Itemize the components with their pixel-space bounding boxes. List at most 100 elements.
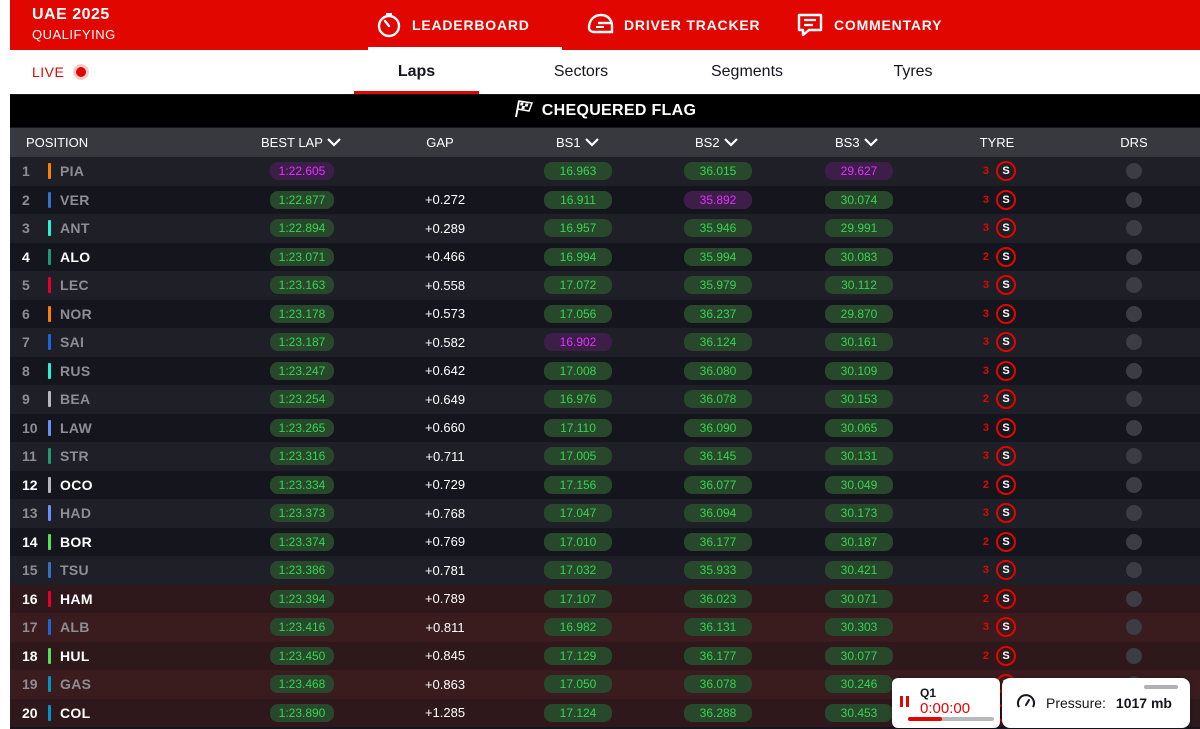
driver-code[interactable]: ALB (60, 619, 90, 636)
tyre-compound: S (996, 474, 1016, 495)
drs-indicator (1126, 499, 1142, 528)
table-row[interactable]: 6 NOR 1:23.178 +0.573 17.056 36.237 29.870 3 S (10, 299, 1200, 329)
nav-commentary-label: COMMENTARY (834, 17, 943, 33)
track-status-banner: CHEQUERED FLAG (10, 95, 1200, 127)
bs3-time: 30.153 (825, 390, 893, 409)
driver-code[interactable]: VER (60, 191, 90, 208)
drs-indicator (1126, 585, 1142, 614)
gap-to-leader: +0.649 (424, 391, 466, 407)
driver-code[interactable]: GAS (60, 676, 92, 693)
drag-handle-icon[interactable] (1144, 685, 1178, 689)
driver-code[interactable]: ANT (60, 220, 90, 237)
driver-code[interactable]: OCO (60, 476, 93, 493)
tyre-compound: S (996, 389, 1016, 410)
tab-segments[interactable]: Segments (682, 50, 812, 94)
table-row[interactable]: 12 OCO 1:23.334 +0.729 17.156 36.077 30.049 2 S (10, 470, 1200, 500)
team-color-bar (48, 642, 51, 671)
team-color-bar (48, 613, 51, 642)
tyre-age: 3 (982, 507, 989, 520)
bs3-time: 29.627 (825, 162, 893, 181)
tab-laps-label: Laps (397, 63, 436, 80)
table-row[interactable]: 10 LAW 1:23.265 +0.660 17.110 36.090 30.065 3 S (10, 413, 1200, 443)
table-row[interactable]: 13 HAD 1:23.373 +0.768 17.047 36.094 30.173 3 S (10, 499, 1200, 528)
col-gap: GAP (410, 128, 470, 157)
bs1-time: 17.032 (544, 561, 612, 580)
table-row[interactable]: 2 VER 1:22.877 +0.272 16.911 35.892 30.074 3 S (10, 185, 1200, 214)
gap-to-leader: +0.558 (424, 277, 466, 293)
driver-code[interactable]: BOR (60, 533, 93, 550)
col-best-lap[interactable]: BEST LAP (261, 128, 341, 157)
col-bs3[interactable]: BS3 (835, 128, 878, 157)
table-row[interactable]: 3 ANT 1:22.894 +0.289 16.957 35.946 29.991 3 S (10, 214, 1200, 243)
driver-code[interactable]: PIA (60, 163, 85, 180)
team-color-bar (48, 300, 51, 329)
tyre-age: 2 (982, 649, 989, 662)
driver-code[interactable]: NOR (60, 305, 93, 322)
driver-code[interactable]: COL (60, 704, 91, 721)
team-color-bar (48, 271, 51, 300)
weather-widget[interactable]: Pressure: 1017 mb (1002, 678, 1190, 728)
driver-code[interactable]: HAD (60, 505, 92, 522)
drs-indicator (1126, 528, 1142, 557)
col-bs2[interactable]: BS2 (695, 128, 738, 157)
best-lap-time: 1:22.877 (270, 190, 334, 209)
drs-indicator (1126, 471, 1142, 500)
tyre-age: 2 (982, 592, 989, 605)
bs2-time: 36.090 (684, 418, 752, 437)
table-row[interactable]: 1 PIA 1:22.605 16.963 36.015 29.627 3 S (10, 157, 1200, 186)
driver-code[interactable]: LEC (60, 277, 89, 294)
drs-indicator (1126, 385, 1142, 414)
tyre-compound: S (996, 246, 1016, 267)
nav-leaderboard[interactable]: LEADERBOARD (368, 0, 562, 50)
gauge-icon (1016, 693, 1036, 714)
table-row[interactable]: 11 STR 1:23.316 +0.711 17.005 36.145 30.131 3 S (10, 442, 1200, 471)
tab-laps[interactable]: Laps (354, 50, 479, 94)
driver-code[interactable]: HAM (60, 590, 93, 607)
tab-sectors[interactable]: Sectors (518, 50, 644, 94)
driver-code[interactable]: BEA (60, 391, 91, 408)
position-number: 12 (22, 476, 38, 493)
bs1-time: 16.976 (544, 390, 612, 409)
driver-code[interactable]: SAI (60, 334, 85, 351)
tab-tyres[interactable]: Tyres (850, 50, 976, 94)
session-clock-widget[interactable]: Q1 0:00:00 (892, 678, 1000, 728)
drs-indicator (1126, 442, 1142, 471)
col-bs1[interactable]: BS1 (556, 128, 599, 157)
driver-code[interactable]: LAW (60, 419, 93, 436)
table-row[interactable]: 16 HAM 1:23.394 +0.789 17.107 36.023 30.071 2 S (10, 584, 1200, 614)
bs3-time: 30.083 (825, 247, 893, 266)
tyre-age: 2 (982, 535, 989, 548)
gap-to-leader (410, 157, 480, 186)
table-row[interactable]: 17 ALB 1:23.416 +0.811 16.982 36.131 30.303 3 S (10, 613, 1200, 642)
table-row[interactable]: 7 SAI 1:23.187 +0.582 16.902 36.124 30.161 3 S (10, 328, 1200, 357)
nav-driver-tracker[interactable]: DRIVER TRACKER (586, 0, 760, 50)
bs3-time: 30.049 (825, 475, 893, 494)
table-row[interactable]: 8 RUS 1:23.247 +0.642 17.008 36.080 30.109 3 S (10, 356, 1200, 385)
bs1-time: 17.010 (544, 532, 612, 551)
driver-code[interactable]: STR (60, 448, 89, 465)
nav-commentary[interactable]: COMMENTARY (796, 0, 942, 50)
driver-code[interactable]: HUL (60, 647, 90, 664)
tyre-age: 3 (982, 165, 989, 178)
drs-indicator (1126, 271, 1142, 300)
driver-code[interactable]: ALO (60, 248, 91, 265)
table-row[interactable]: 9 BEA 1:23.254 +0.649 16.976 36.078 30.153 2 S (10, 385, 1200, 414)
table-row[interactable]: 15 TSU 1:23.386 +0.781 17.032 35.933 30.421 3 S (10, 556, 1200, 585)
bs2-time: 36.177 (684, 646, 752, 665)
driver-code[interactable]: TSU (60, 562, 89, 579)
position-number: 6 (22, 305, 30, 322)
team-color-bar (48, 414, 51, 443)
table-row[interactable]: 14 BOR 1:23.374 +0.769 17.010 36.177 30.187 2 S (10, 527, 1200, 557)
bs3-time: 30.303 (825, 618, 893, 637)
driver-code[interactable]: RUS (60, 362, 91, 379)
gap-to-leader: +0.789 (424, 591, 466, 607)
team-color-bar (48, 157, 51, 186)
table-row[interactable]: 4 ALO 1:23.071 +0.466 16.994 35.994 30.083 2 S (10, 242, 1200, 271)
table-row[interactable]: 5 LEC 1:23.163 +0.558 17.072 35.979 30.112 3 S (10, 271, 1200, 300)
team-color-bar (48, 699, 51, 728)
table-row[interactable]: 18 HUL 1:23.450 +0.845 17.129 36.177 30.077 2 S (10, 641, 1200, 671)
best-lap-time: 1:23.890 (270, 703, 334, 722)
bs2-time: 36.023 (684, 589, 752, 608)
